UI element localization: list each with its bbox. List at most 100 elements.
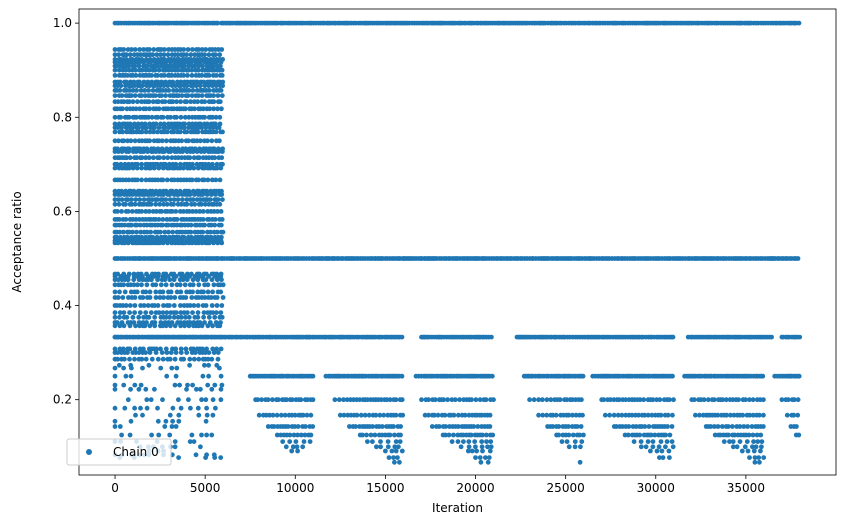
data-point <box>395 455 400 460</box>
data-point <box>650 397 656 403</box>
data-point <box>761 412 766 418</box>
data-point <box>139 209 145 214</box>
data-point <box>178 161 183 167</box>
data-point <box>218 88 224 93</box>
data-point <box>204 432 210 438</box>
data-point <box>178 405 184 411</box>
data-point <box>219 277 224 283</box>
data-point <box>220 229 226 235</box>
data-point <box>202 59 208 65</box>
data-point <box>749 424 755 429</box>
data-point <box>170 418 176 424</box>
data-point <box>206 83 212 89</box>
data-point <box>211 240 217 246</box>
data-point <box>159 350 165 355</box>
data-point <box>693 412 698 418</box>
data-point <box>121 47 127 52</box>
data-point <box>213 83 219 89</box>
data-point <box>112 282 118 288</box>
data-point <box>200 217 206 222</box>
data-point <box>115 209 120 214</box>
data-point <box>116 67 122 73</box>
data-point <box>173 310 179 315</box>
data-point <box>171 88 176 93</box>
data-point <box>148 397 154 403</box>
data-point <box>118 334 124 340</box>
data-point <box>194 138 200 144</box>
data-point <box>215 20 221 26</box>
data-point <box>199 432 204 438</box>
data-point <box>347 424 352 429</box>
data-point <box>159 138 165 144</box>
data-point <box>387 397 393 403</box>
data-point <box>161 149 167 155</box>
data-point <box>126 165 132 171</box>
x-axis-label: Iteration <box>432 501 483 515</box>
data-point <box>566 432 572 438</box>
data-point <box>112 192 118 197</box>
data-point <box>667 432 673 438</box>
data-point <box>290 444 296 450</box>
data-point <box>168 295 174 300</box>
data-point <box>730 444 736 450</box>
data-point <box>449 397 455 403</box>
data-point <box>133 106 139 112</box>
data-point <box>167 412 173 418</box>
data-point <box>646 424 652 429</box>
data-point <box>143 289 149 295</box>
data-point <box>206 274 212 279</box>
data-point <box>112 382 118 388</box>
data-point <box>132 295 138 300</box>
data-point <box>145 334 151 340</box>
data-point <box>134 222 140 228</box>
data-point <box>112 149 118 155</box>
data-point <box>182 334 187 340</box>
data-point <box>212 334 218 340</box>
data-point <box>779 397 785 403</box>
data-point <box>115 240 121 246</box>
data-point <box>652 432 658 438</box>
data-point <box>190 277 196 283</box>
data-point <box>712 424 717 429</box>
data-point <box>182 114 188 120</box>
data-point <box>620 424 625 429</box>
data-point <box>210 397 216 403</box>
data-point <box>205 323 211 329</box>
data-point <box>190 88 196 93</box>
data-point <box>141 79 147 85</box>
data-point <box>133 412 138 418</box>
data-point <box>193 209 199 214</box>
data-point <box>211 106 217 112</box>
data-point <box>185 67 191 73</box>
data-point <box>472 439 478 444</box>
data-point <box>666 448 672 454</box>
data-point <box>118 114 124 120</box>
data-point <box>163 93 169 98</box>
data-point <box>399 397 405 403</box>
data-point <box>219 314 225 320</box>
data-point <box>114 161 120 167</box>
data-point <box>219 47 225 52</box>
data-point <box>156 217 162 222</box>
data-point <box>579 439 585 444</box>
data-point <box>206 350 212 355</box>
data-point <box>120 346 126 352</box>
data-point <box>169 240 175 246</box>
data-point <box>295 432 300 438</box>
data-point <box>205 382 211 388</box>
data-point <box>146 67 152 73</box>
data-point <box>209 386 215 392</box>
data-point <box>120 229 126 235</box>
data-point <box>456 412 461 418</box>
data-point <box>125 73 130 78</box>
data-point <box>164 217 170 222</box>
data-point <box>112 418 118 424</box>
data-point <box>136 334 142 340</box>
data-point <box>190 282 196 288</box>
data-point <box>203 303 209 308</box>
data-point <box>198 138 203 144</box>
data-point <box>133 323 138 329</box>
data-point <box>283 444 289 450</box>
data-point <box>740 412 746 418</box>
data-point <box>392 432 397 438</box>
